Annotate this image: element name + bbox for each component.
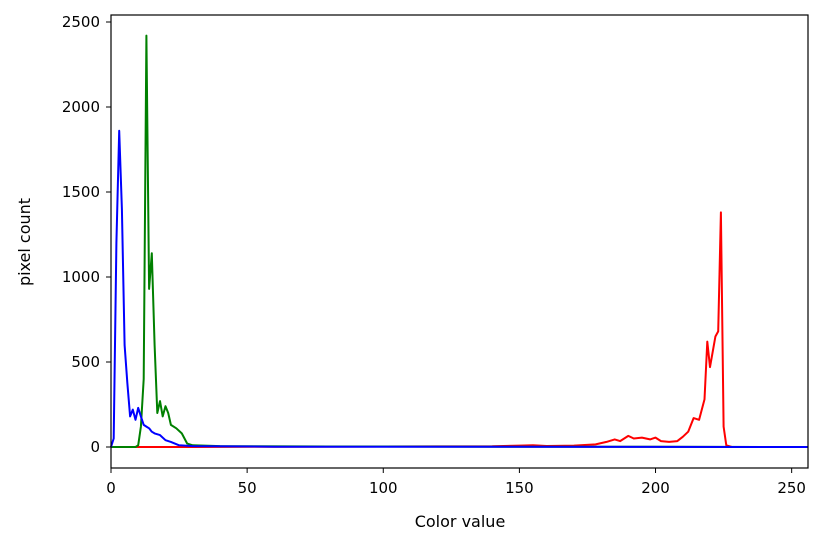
x-tick-label: 0 [106, 479, 116, 497]
blue-channel-line [110, 129, 809, 448]
x-tick-label: 50 [238, 479, 257, 497]
y-tick-label: 1500 [62, 183, 100, 201]
red-channel-line [111, 211, 808, 448]
plot-frame [110, 14, 809, 469]
y-tick-label: 2000 [62, 98, 100, 116]
y-tick-label: 2500 [62, 13, 100, 31]
plot-lines [110, 34, 809, 448]
x-tick-label: 150 [505, 479, 534, 497]
x-tick-label: 250 [777, 479, 806, 497]
y-tick-label: 0 [90, 438, 100, 456]
y-axis-ticks: 0 500 1000 1500 2000 2500 [62, 13, 111, 456]
y-axis-label: pixel count [15, 198, 34, 286]
y-tick-label: 500 [71, 353, 100, 371]
x-axis-label: Color value [415, 512, 506, 531]
x-tick-label: 100 [369, 479, 398, 497]
y-tick-label: 1000 [62, 268, 100, 286]
x-axis-ticks: 0 50 100 150 200 250 [106, 468, 806, 497]
x-tick-label: 200 [641, 479, 670, 497]
green-channel-line [111, 34, 809, 448]
